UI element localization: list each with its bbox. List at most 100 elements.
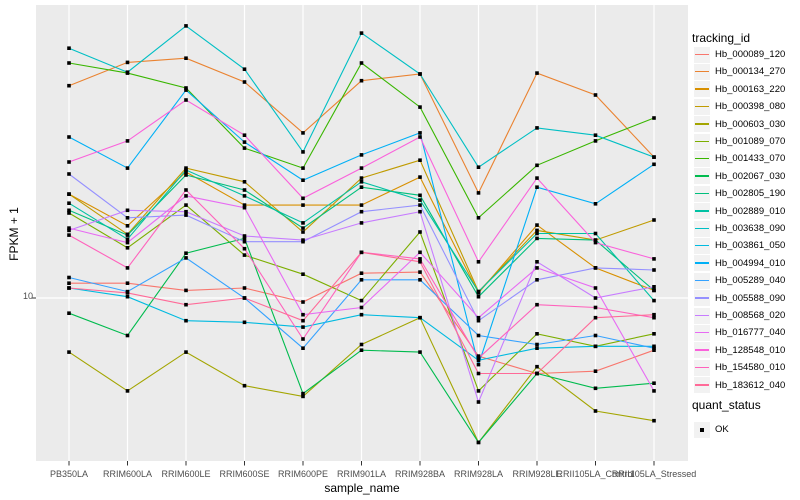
legend-key xyxy=(694,46,710,63)
x-tick-label: RRIM600PE xyxy=(277,469,329,479)
legend-key xyxy=(694,272,710,289)
data-point xyxy=(476,389,481,393)
data-point xyxy=(652,268,656,272)
data-point xyxy=(535,71,539,75)
data-point xyxy=(593,231,598,236)
legend-key xyxy=(694,116,710,133)
legend-item-Hb_005289_040: Hb_005289_040 xyxy=(694,272,785,289)
legend-color-line-icon xyxy=(695,157,709,160)
data-point xyxy=(535,342,539,347)
legend-color-line-icon xyxy=(695,70,709,73)
data-point xyxy=(67,211,71,215)
legend-color-line-icon xyxy=(695,349,709,351)
y-tick-label: 10 xyxy=(22,291,33,301)
data-point xyxy=(652,381,656,385)
legend-item-Hb_002889_010: Hb_002889_010 xyxy=(694,203,785,220)
data-point xyxy=(652,298,656,303)
data-point xyxy=(67,208,71,213)
legend-color-line-icon xyxy=(695,175,709,177)
data-point xyxy=(184,251,188,255)
data-point xyxy=(418,203,422,207)
x-tick-label: RRIM928BA xyxy=(394,469,446,479)
legend-item-Hb_183612_040: Hb_183612_040 xyxy=(694,377,785,394)
data-point xyxy=(125,294,130,299)
data-point xyxy=(67,281,71,285)
data-point xyxy=(593,240,598,245)
data-point xyxy=(418,315,422,320)
data-point xyxy=(67,192,71,196)
data-point xyxy=(242,246,247,251)
legend-color-line-icon xyxy=(695,123,709,125)
data-point xyxy=(476,165,481,169)
data-point xyxy=(125,246,130,250)
data-point xyxy=(593,238,598,242)
data-point xyxy=(184,173,188,177)
data-point xyxy=(359,209,364,214)
x-axis-title: sample_name xyxy=(324,481,400,495)
data-point xyxy=(301,166,305,170)
legend-label: Hb_008568_020 xyxy=(715,310,786,321)
data-point xyxy=(184,166,188,170)
data-point xyxy=(418,278,422,282)
legend-item-Hb_003638_090: Hb_003638_090 xyxy=(694,220,785,237)
data-point xyxy=(535,163,539,168)
legend-label-ok: OK xyxy=(715,424,729,435)
data-point xyxy=(476,358,481,363)
data-point xyxy=(535,126,539,130)
legend-key xyxy=(694,81,710,98)
data-point xyxy=(418,198,422,202)
data-point xyxy=(359,61,364,65)
data-point xyxy=(242,203,247,207)
data-point xyxy=(242,253,247,257)
data-point xyxy=(535,176,539,180)
legend-color-line-icon xyxy=(695,384,709,386)
data-point xyxy=(125,166,130,170)
legend-key xyxy=(694,307,710,324)
data-point xyxy=(242,194,247,198)
legend-label: Hb_002889_010 xyxy=(715,205,786,217)
data-point xyxy=(301,150,305,154)
data-point xyxy=(242,188,247,192)
legend-label: Hb_002805_190 xyxy=(715,188,786,200)
data-point xyxy=(67,61,71,65)
data-point xyxy=(125,333,130,338)
data-point xyxy=(418,131,422,135)
legend-label: Hb_005289_040 xyxy=(715,275,786,287)
data-point xyxy=(184,213,188,217)
data-point xyxy=(593,333,598,338)
data-point xyxy=(593,133,598,137)
data-point xyxy=(67,286,71,290)
legend-key xyxy=(694,255,710,272)
data-point xyxy=(184,350,188,354)
legend-item-Hb_002805_190: Hb_002805_190 xyxy=(694,185,785,202)
data-point xyxy=(593,93,598,97)
data-point xyxy=(535,346,539,350)
data-point xyxy=(652,285,656,289)
legend-color-line-icon xyxy=(695,105,709,108)
data-point xyxy=(125,139,130,143)
legend-item-ok: OK xyxy=(694,421,729,438)
legend-label: Hb_000163_220 xyxy=(715,83,786,95)
data-point xyxy=(418,209,422,214)
data-point xyxy=(67,160,71,164)
data-point xyxy=(476,362,481,367)
data-point xyxy=(652,332,656,336)
legend-item-Hb_005588_090: Hb_005588_090 xyxy=(694,290,785,307)
legend-label: Hb_000089_120 xyxy=(715,49,786,60)
data-point xyxy=(184,98,188,102)
legend-key xyxy=(694,98,710,115)
data-point xyxy=(359,271,364,275)
data-point xyxy=(418,135,422,139)
data-point xyxy=(125,224,130,228)
data-point xyxy=(476,333,481,338)
data-point xyxy=(67,201,71,205)
data-point xyxy=(593,305,598,310)
data-point xyxy=(125,70,130,74)
data-point xyxy=(301,346,305,350)
data-point xyxy=(184,203,188,207)
data-point xyxy=(652,344,656,349)
data-point xyxy=(476,354,481,358)
data-point xyxy=(301,203,305,207)
legend-color-line-icon xyxy=(695,140,709,143)
data-point xyxy=(593,286,598,290)
